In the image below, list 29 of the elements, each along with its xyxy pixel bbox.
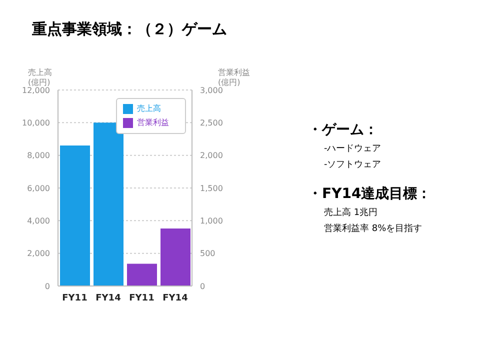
text: -ソフトウェア <box>324 159 382 171</box>
y2-tick-label: 2,000 <box>200 151 223 160</box>
text: 売上高 1兆円 <box>324 206 379 219</box>
y-tick-label: 8,000 <box>27 151 50 160</box>
y2-tick-label: 1,500 <box>200 184 223 193</box>
y-tick-label: 12,000 <box>22 86 50 95</box>
y2-tick-label: 2,500 <box>200 118 223 128</box>
y-tick-label: 4,000 <box>27 216 50 226</box>
text: -ハードウェア <box>324 143 382 155</box>
y2-tick-label: 0 <box>200 282 206 291</box>
text: ・ゲーム： <box>308 121 379 139</box>
legend-label: 売上高 <box>137 104 161 113</box>
x-tick-label: FY11 <box>129 293 154 304</box>
x-tick-label: FY11 <box>62 293 88 304</box>
chart-title: 重点事業領域：（２）ゲーム <box>32 20 227 39</box>
x-tick-label: FY14 <box>96 293 121 304</box>
y-tick-label: 6,000 <box>27 184 50 193</box>
y-tick-label: 10,000 <box>22 118 50 128</box>
x-tick-label: FY14 <box>162 293 188 304</box>
y-tick-label: 2,000 <box>27 249 50 258</box>
y2-tick-label: 3,000 <box>200 86 223 95</box>
y2-tick-label: 1,000 <box>200 216 223 226</box>
text: 営業利益率 8%を目指す <box>324 222 424 235</box>
y2-tick-label: 500 <box>200 249 216 258</box>
y2-axis-title: 営業利益 (億円) <box>218 68 250 87</box>
text: ・FY14達成目標： <box>308 185 432 203</box>
y-tick-label: 0 <box>44 282 50 291</box>
legend-label: 営業利益 <box>137 118 169 127</box>
y-axis-title: 売上高 (億円) <box>28 68 52 87</box>
